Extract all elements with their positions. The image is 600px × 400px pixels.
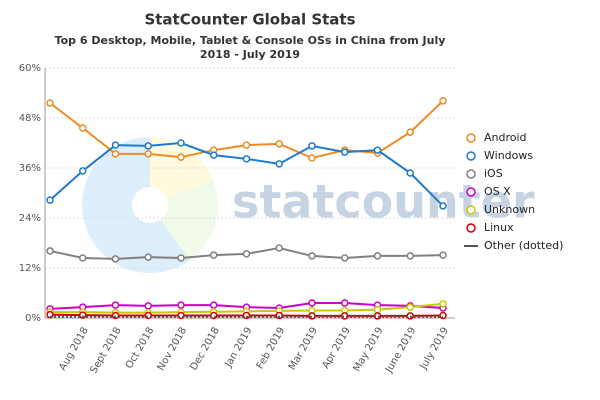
series-point: [275, 140, 283, 148]
series-point: [144, 150, 152, 158]
x-tick-label: Apr 2019: [320, 326, 352, 371]
series-point: [177, 254, 185, 262]
series-point: [439, 300, 447, 308]
legend-swatch: [466, 205, 476, 215]
series-point: [210, 251, 218, 259]
series-point: [111, 301, 120, 309]
series-point: [111, 141, 120, 149]
x-tick-label: Aug 2018: [57, 326, 91, 373]
series-point: [275, 311, 283, 320]
series-point: [144, 142, 152, 150]
series-point: [79, 311, 87, 319]
series-point: [341, 254, 349, 262]
series-point: [242, 141, 251, 149]
x-tick-label: Dec 2018: [188, 326, 222, 373]
x-tick-label: Mar 2019: [287, 326, 320, 373]
series-point: [406, 303, 414, 311]
legend-swatch: [466, 223, 476, 233]
y-tick-label: 48%: [19, 113, 41, 124]
y-tick-label: 60%: [19, 63, 41, 74]
y-tick-label: 12%: [19, 263, 41, 274]
series-point: [439, 97, 447, 105]
legend-label: Other (dotted): [484, 239, 563, 252]
series-point: [111, 255, 120, 263]
series-point: [439, 311, 447, 320]
chart-subtitle: 2018 - July 2019: [200, 48, 300, 61]
x-tick-label: Nov 2018: [156, 326, 190, 373]
series-point: [406, 169, 414, 177]
legend-label: Android: [484, 131, 527, 144]
series-point: [177, 153, 185, 161]
series-point: [46, 99, 54, 107]
x-tick-label: Sept 2018: [88, 326, 123, 376]
series-point: [308, 142, 316, 150]
series-point: [177, 301, 185, 309]
y-tick-label: 24%: [19, 213, 41, 224]
legend-label: Linux: [484, 221, 514, 234]
legend-swatch: [466, 133, 476, 143]
series-point: [79, 124, 87, 132]
x-tick-label: Oct 2018: [124, 326, 156, 371]
series-point: [308, 252, 316, 260]
legend-swatch: [466, 187, 476, 197]
legend-swatch: [466, 169, 476, 179]
watermark-logo: [82, 137, 218, 273]
legend-label: Unknown: [484, 203, 535, 216]
series-point: [144, 302, 152, 310]
series-point: [79, 254, 87, 262]
chart-title: StatCounter Global Stats: [144, 11, 355, 29]
x-tick-label: June 2019: [383, 326, 418, 376]
series-point: [308, 299, 316, 307]
series-point: [275, 244, 283, 252]
series-point: [177, 139, 185, 147]
series-point: [373, 146, 382, 154]
series-point: [46, 247, 54, 255]
series-point: [275, 160, 283, 168]
series-point: [373, 252, 382, 260]
x-tick-label: Feb 2019: [255, 326, 288, 372]
series-point: [341, 148, 349, 156]
series-point: [210, 301, 218, 309]
series-point: [308, 154, 316, 162]
legend-label: OS X: [484, 185, 511, 198]
series-point: [210, 151, 218, 159]
series-point: [406, 128, 414, 136]
series-point: [242, 250, 251, 258]
legend-label: Windows: [484, 149, 533, 162]
watermark-text: statcounter: [232, 175, 535, 229]
series-point: [373, 305, 382, 314]
x-tick-label: Jan 2019: [223, 326, 255, 371]
y-tick-label: 36%: [19, 163, 41, 174]
series-point: [341, 299, 349, 307]
series-point: [79, 167, 87, 175]
y-tick-label: 0%: [25, 313, 41, 324]
series-point: [439, 202, 447, 210]
series-point: [406, 252, 414, 260]
legend-label: iOS: [484, 167, 503, 180]
x-tick-label: May 2019: [352, 326, 386, 374]
series-point: [111, 150, 120, 158]
series-point: [46, 196, 54, 204]
chart-subtitle: Top 6 Desktop, Mobile, Tablet & Console …: [55, 34, 446, 47]
legend-swatch: [466, 151, 476, 161]
x-tick-label: July 2019: [418, 326, 451, 373]
series-point: [144, 253, 152, 261]
series-point: [439, 251, 447, 259]
series-point: [242, 155, 251, 163]
